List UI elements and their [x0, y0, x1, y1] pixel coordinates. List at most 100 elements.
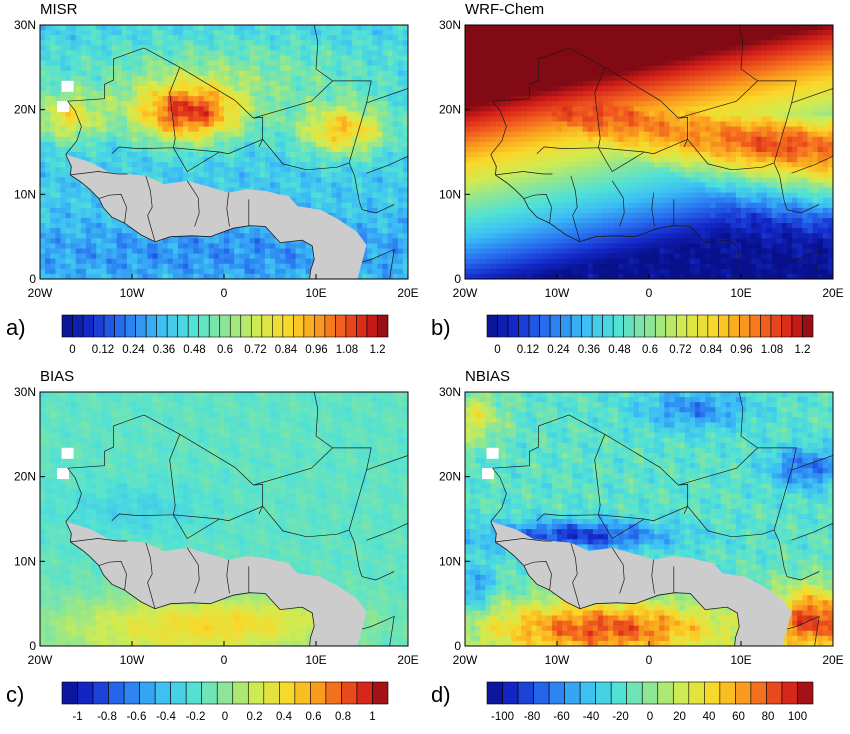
field-cell — [111, 106, 118, 112]
field-cell — [80, 40, 87, 46]
field-cell — [720, 96, 727, 102]
field-cell — [183, 91, 189, 97]
field-cell — [346, 96, 353, 102]
field-cell — [203, 91, 210, 97]
field-cell — [40, 157, 46, 163]
field-cell — [280, 25, 286, 31]
field-cell — [208, 177, 215, 184]
field-cell — [249, 136, 256, 143]
field-cell — [50, 182, 56, 189]
field-cell — [536, 111, 543, 118]
field-cell — [203, 182, 210, 189]
field-cell — [351, 30, 358, 36]
field-cell — [372, 152, 378, 158]
field-cell — [55, 228, 62, 234]
field-cell — [341, 146, 348, 153]
field-cell — [771, 55, 778, 62]
field-cell — [157, 55, 164, 62]
field-cell — [106, 60, 113, 67]
field-cell — [280, 111, 286, 118]
colorbar-swatch — [229, 314, 242, 338]
field-cell — [142, 146, 148, 153]
field-cell — [536, 70, 543, 77]
field-cell — [137, 238, 143, 245]
field-cell — [613, 45, 619, 51]
field-cell — [126, 238, 133, 245]
field-cell — [521, 30, 527, 36]
field-cell — [106, 268, 113, 275]
field-cell — [116, 60, 123, 67]
field-cell — [402, 136, 408, 143]
field-cell — [674, 65, 681, 72]
field-cell — [664, 25, 671, 31]
field-cell — [331, 91, 338, 97]
field-cell — [392, 25, 399, 31]
field-cell — [787, 85, 793, 92]
field-cell — [372, 223, 378, 229]
border-line — [67, 47, 145, 102]
field-cell — [756, 91, 763, 97]
field-cell — [70, 25, 77, 31]
field-cell — [669, 55, 676, 62]
field-cell — [628, 96, 635, 102]
field-cell — [310, 192, 317, 199]
field-cell — [65, 91, 72, 97]
field-cell — [372, 50, 378, 57]
field-cell — [725, 40, 732, 46]
field-cell — [50, 141, 56, 148]
field-cell — [234, 111, 240, 118]
field-cell — [597, 111, 604, 118]
field-cell — [341, 111, 348, 118]
field-cell — [638, 55, 645, 62]
field-cell — [689, 85, 696, 92]
field-cell — [45, 157, 51, 163]
field-cell — [511, 91, 517, 97]
field-cell — [229, 126, 235, 133]
field-cell — [280, 91, 286, 97]
field-cell — [96, 273, 102, 279]
field-cell — [377, 192, 384, 199]
field-cell — [382, 65, 389, 72]
field-cell — [351, 212, 358, 219]
field-cell — [70, 146, 77, 153]
field-cell — [613, 55, 619, 62]
field-cell — [326, 192, 332, 199]
field-cell — [577, 75, 584, 82]
field-cell — [183, 167, 189, 173]
field-cell — [735, 85, 742, 92]
field-cell — [526, 45, 533, 51]
field-cell — [60, 223, 67, 229]
field-cell — [638, 40, 645, 46]
field-cell — [254, 233, 261, 239]
field-cell — [121, 80, 128, 87]
field-cell — [715, 80, 722, 87]
field-cell — [761, 45, 768, 51]
field-cell — [470, 30, 476, 36]
field-cell — [577, 55, 584, 62]
field-cell — [50, 25, 56, 31]
field-cell — [244, 121, 251, 128]
field-cell — [65, 182, 72, 189]
field-cell — [224, 70, 230, 77]
field-cell — [505, 65, 512, 72]
field-cell — [91, 101, 97, 107]
field-cell — [500, 45, 507, 51]
field-cell — [746, 101, 752, 107]
field-cell — [178, 80, 184, 87]
field-cell — [562, 106, 568, 112]
field-cell — [259, 187, 266, 194]
field-cell — [40, 167, 46, 173]
field-cell — [162, 65, 169, 72]
field-cell — [152, 248, 159, 255]
field-cell — [259, 111, 266, 118]
field-cell — [387, 177, 394, 184]
field-cell — [101, 70, 108, 77]
field-cell — [91, 248, 97, 255]
field-cell — [562, 91, 568, 97]
field-cell — [725, 50, 732, 57]
field-cell — [397, 45, 404, 51]
field-cell — [167, 40, 174, 46]
field-cell — [623, 50, 630, 57]
field-cell — [792, 80, 798, 87]
field-cell — [326, 55, 332, 62]
